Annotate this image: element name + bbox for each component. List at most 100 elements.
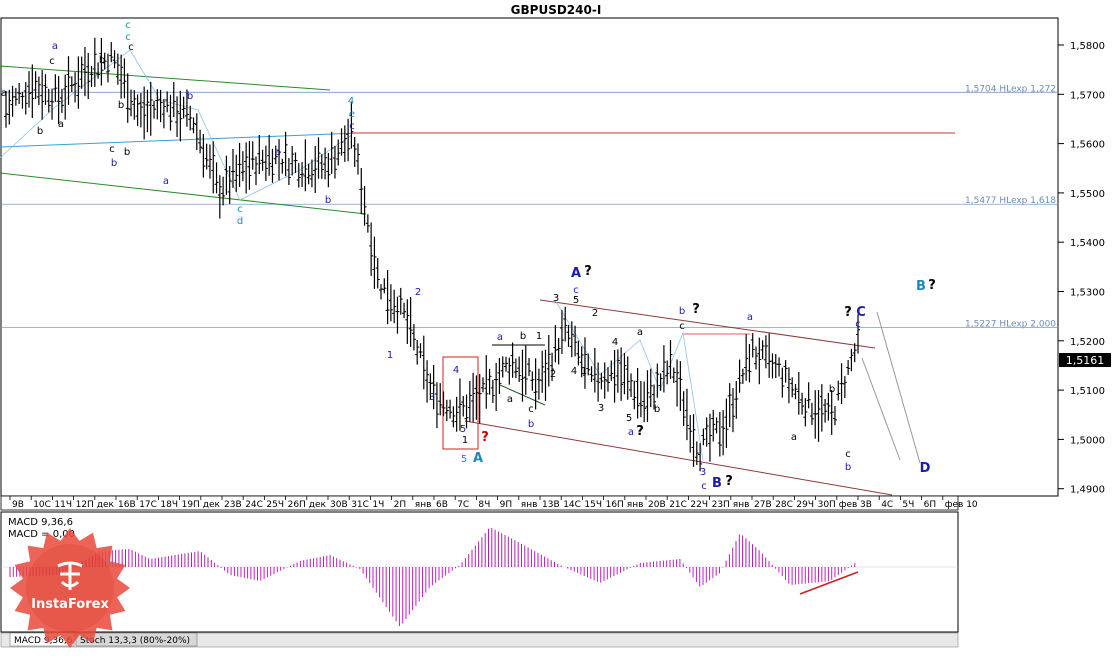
ohlc-bar xyxy=(612,349,617,403)
wave-label: a xyxy=(497,332,503,343)
ohlc-bar xyxy=(342,125,347,162)
time-axis-label: дек xyxy=(309,500,327,510)
time-axis-label: 26П xyxy=(288,500,306,510)
time-axis-label: 29Ч xyxy=(796,500,814,510)
ohlc-bar xyxy=(816,390,821,442)
wave-label: 4 xyxy=(453,365,459,376)
ohlc-bar xyxy=(586,353,591,376)
ohlc-bar xyxy=(730,388,735,433)
ohlc-bar xyxy=(316,137,321,179)
ohlc-bar xyxy=(546,335,551,387)
ohlc-bar xyxy=(530,371,535,391)
ohlc-bar xyxy=(717,411,722,457)
wave-label: a xyxy=(275,147,281,158)
ohlc-bar xyxy=(573,325,578,357)
ohlc-bar xyxy=(332,145,337,179)
ohlc-bar xyxy=(309,159,314,188)
ohlc-bar xyxy=(73,72,78,103)
ohlc-bar xyxy=(721,410,726,456)
wave-label: a xyxy=(58,119,64,130)
brown-channel-lower xyxy=(464,420,893,496)
ohlc-bar xyxy=(681,391,686,427)
time-axis-label: 11Ч xyxy=(54,500,72,510)
time-axis-label: 12П xyxy=(76,500,94,510)
wave-label: c xyxy=(128,42,134,53)
ohlc-bar xyxy=(408,296,413,347)
time-axis-label: янв xyxy=(733,500,750,510)
ohlc-bar xyxy=(27,71,32,108)
fib-level-label: 1,5477 HLexp 1,618 xyxy=(965,196,1056,206)
ohlc-bar xyxy=(286,158,291,186)
ohlc-bar xyxy=(688,414,693,453)
ohlc-bar xyxy=(82,46,87,97)
time-axis-label: 5Ч xyxy=(902,500,914,510)
ohlc-bar xyxy=(421,335,426,390)
time-axis-label: 31С xyxy=(351,500,369,510)
ohlc-bar xyxy=(632,380,637,410)
ohlc-bar xyxy=(438,383,443,416)
ohlc-bar xyxy=(734,381,739,419)
wave-label: 1 xyxy=(462,435,468,446)
ohlc-bar xyxy=(484,355,489,409)
ohlc-bar xyxy=(112,50,117,69)
time-axis-label: 4С xyxy=(881,500,893,510)
price-tick-label: 1,5400 xyxy=(1070,238,1105,249)
ohlc-bar xyxy=(388,284,393,322)
ohlc-bar xyxy=(763,335,768,369)
wave-label: ? xyxy=(844,305,852,320)
ohlc-bar xyxy=(467,380,472,422)
ohlc-bar xyxy=(267,134,272,176)
time-axis-label: янв xyxy=(521,500,538,510)
ohlc-bar xyxy=(642,381,647,423)
ohlc-bar xyxy=(619,347,624,401)
wave-label: b xyxy=(187,91,193,102)
ohlc-bar xyxy=(605,367,610,392)
ohlc-bar xyxy=(17,83,22,105)
time-axis: 9В 10С 11Ч 12П дек 16В 17С 18Ч 19П дек 23В 24С 25Ч 26… xyxy=(9,496,978,510)
wave-label: 2 xyxy=(550,369,556,380)
wave-label: b xyxy=(520,331,526,342)
ohlc-bar xyxy=(40,70,45,120)
time-axis-label: 23В xyxy=(224,500,242,510)
chart-title: GBPUSD240-I xyxy=(511,3,602,17)
current-price-label: 1,5161 xyxy=(1066,354,1105,367)
ohlc-bar xyxy=(280,158,285,174)
ohlc-bar xyxy=(402,302,407,319)
ohlc-bar xyxy=(165,91,170,113)
ohlc-bar xyxy=(839,363,844,405)
ohlc-bar xyxy=(747,343,752,383)
ohlc-bar xyxy=(372,236,377,289)
ohlc-bar xyxy=(23,82,28,115)
green-channel-lower xyxy=(0,172,367,215)
ohlc-bar xyxy=(477,374,482,424)
ohlc-bar xyxy=(69,76,74,93)
ohlc-bar xyxy=(92,37,97,87)
ohlc-bar xyxy=(652,384,657,410)
wave-label: a xyxy=(163,176,169,187)
wave-label: c xyxy=(349,121,355,132)
ohlc-bar xyxy=(395,296,400,334)
ohlc-bar xyxy=(250,141,255,170)
ohlc-bar xyxy=(704,417,709,447)
wave-label: 1 xyxy=(536,331,542,342)
ohlc-bar xyxy=(7,89,12,125)
ohlc-bar xyxy=(234,154,239,192)
wave-label: 4 xyxy=(348,96,354,107)
wave-label: b xyxy=(124,147,130,158)
ohlc-bar xyxy=(596,362,601,402)
ohlc-bar xyxy=(296,163,301,188)
wave-label: 2 xyxy=(415,287,421,298)
time-axis-label: дек xyxy=(97,500,115,510)
ohlc-bar xyxy=(326,152,331,188)
ohlc-bar xyxy=(142,86,147,140)
ohlc-bar xyxy=(59,88,64,113)
wave-label: D xyxy=(920,461,931,476)
price-axis: 1,5800 1,5700 1,5600 1,5500 1,5400 1,5300 1,52… xyxy=(1058,41,1105,496)
time-axis-label: 16П xyxy=(606,500,624,510)
ohlc-bar xyxy=(448,399,453,419)
wave-label: c xyxy=(845,449,851,460)
ohlc-bar xyxy=(175,96,180,138)
ohlc-bar xyxy=(178,90,183,142)
ohlc-bar xyxy=(415,339,420,365)
blue-channel-upper xyxy=(0,132,359,148)
